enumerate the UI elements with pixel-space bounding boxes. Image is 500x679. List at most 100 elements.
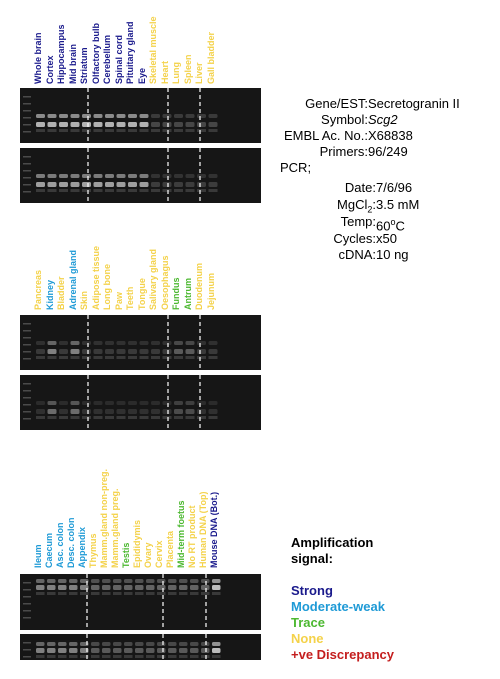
gel-band	[168, 642, 177, 646]
primer-band	[157, 592, 166, 595]
gel-band	[157, 642, 166, 646]
gel-band	[58, 648, 67, 653]
ladder-band	[23, 96, 31, 98]
gel-band	[139, 349, 149, 354]
lane-label: No RT product	[187, 505, 197, 569]
amplification-legend: Amplification signal: Strong Moderate-we…	[291, 535, 401, 663]
gel-panel-3-bottom	[20, 634, 261, 660]
date-value: 7/6/96	[376, 180, 413, 195]
ladder-band	[23, 184, 31, 186]
gel-band	[197, 341, 206, 345]
gel-band	[36, 579, 45, 583]
primer-band	[128, 189, 137, 192]
cycles-key: Cycles:	[333, 231, 376, 246]
gel-band	[47, 585, 56, 590]
primer-band	[70, 356, 80, 359]
ladder-band	[23, 117, 31, 119]
gel-band	[93, 409, 103, 414]
legend-discrepancy: +ve Discrepancy	[291, 647, 394, 662]
ladder-band	[23, 337, 31, 339]
gel-band	[59, 341, 68, 345]
gel-band	[197, 401, 206, 405]
primer-band	[135, 655, 144, 658]
gel-band	[151, 174, 160, 178]
lane-label: Asc. colon	[55, 522, 65, 568]
primer-band	[93, 129, 103, 132]
ladder-band	[23, 617, 31, 619]
primer-band	[190, 592, 199, 595]
ladder-band	[23, 656, 31, 658]
gel-band	[208, 409, 218, 414]
temp-key: Temp:	[340, 214, 376, 229]
primer-band	[59, 416, 68, 419]
gel-band	[59, 182, 68, 187]
gel-band	[190, 642, 199, 646]
primer-band	[157, 655, 166, 658]
gel-band	[197, 122, 206, 127]
primer-band	[47, 356, 57, 359]
primer-band	[93, 189, 103, 192]
gel-band	[151, 341, 160, 345]
primer-band	[208, 189, 218, 192]
primers-key: Primers:	[319, 144, 368, 159]
gel-band	[185, 122, 195, 127]
gel-band	[212, 585, 221, 590]
gel-band	[162, 409, 172, 414]
gel-band	[36, 341, 45, 345]
ladder-band	[23, 351, 31, 353]
lane-label: Cervix	[154, 540, 164, 568]
gel-band	[201, 648, 210, 653]
gel-band	[82, 174, 91, 178]
gel-band	[93, 122, 103, 127]
cdna-key: cDNA:	[338, 247, 376, 262]
gel-band	[58, 642, 67, 646]
gel-band	[102, 579, 111, 583]
primer-band	[36, 416, 45, 419]
gel-band	[197, 182, 206, 187]
primer-band	[47, 655, 56, 658]
primer-band	[162, 356, 172, 359]
primer-band	[113, 655, 122, 658]
primer-band	[139, 356, 149, 359]
gel-band	[208, 114, 218, 118]
gel-band	[162, 341, 172, 345]
gel-band	[174, 182, 183, 187]
gel-band	[70, 401, 80, 405]
primer-band	[91, 655, 100, 658]
gel-band	[36, 174, 45, 178]
mgcl-key: MgCl2:	[337, 197, 376, 215]
gel-band	[93, 401, 103, 405]
primer-band	[197, 129, 206, 132]
gel-band	[201, 585, 210, 590]
gel-band	[151, 114, 160, 118]
gel-band	[212, 579, 221, 583]
gel-band	[47, 579, 56, 583]
gel-band	[105, 401, 114, 405]
gel-band	[105, 182, 114, 187]
gel-band	[185, 182, 195, 187]
gel-band	[208, 174, 218, 178]
gel-band	[208, 182, 218, 187]
gel-band	[59, 409, 68, 414]
ladder-band	[23, 323, 31, 325]
gel-band	[116, 114, 126, 118]
ladder-band	[23, 110, 31, 112]
gel-band	[162, 174, 172, 178]
gel-band	[139, 182, 149, 187]
legend-moderate-weak: Moderate-weak	[291, 599, 385, 614]
gel-band	[179, 579, 188, 583]
primer-band	[151, 356, 160, 359]
gel-band	[162, 114, 172, 118]
lane-label: Mid-term foetus	[176, 500, 186, 569]
primer-band	[162, 189, 172, 192]
gel-band	[124, 642, 133, 646]
gel-band	[70, 174, 80, 178]
ladder-band	[23, 390, 31, 392]
gel-band	[91, 642, 100, 646]
primer-band	[93, 356, 103, 359]
gel-band	[139, 401, 149, 405]
primer-band	[70, 189, 80, 192]
gel-band	[116, 122, 126, 127]
gel-band	[82, 122, 91, 127]
ladder-band	[23, 156, 31, 158]
